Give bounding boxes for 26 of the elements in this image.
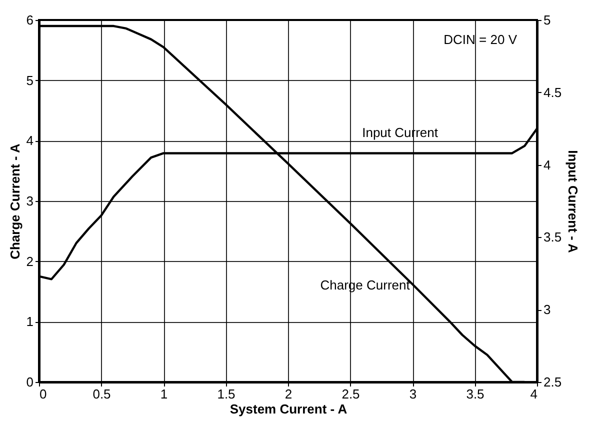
x-tick-label: 3.5: [466, 386, 484, 402]
x-tick-label: 0: [40, 386, 47, 402]
y2-tick-label: 5: [544, 12, 551, 28]
y-tick-label: 3: [26, 194, 34, 208]
x-axis-title: System Current - A: [230, 402, 348, 416]
annotation: DCIN = 20 V: [444, 32, 518, 47]
x-tick-label: 1: [160, 386, 168, 402]
x-tick-label: 2.5: [342, 386, 360, 402]
y2-tick-label: 4: [544, 157, 551, 172]
y-tick-label: 5: [26, 72, 34, 88]
y-tick-label: 2: [26, 254, 34, 269]
x-tick-label: 0.5: [92, 386, 111, 402]
x-tick-label: 2: [284, 386, 292, 402]
y-tick-label: 1: [26, 314, 34, 330]
x-tick-label: 1.5: [217, 386, 236, 402]
y2-axis-title: Input Current - A: [566, 150, 581, 254]
y2-tick-label: 2.5: [544, 374, 562, 390]
y-axis-title: Charge Current - A: [7, 142, 22, 260]
y2-tick-label: 3: [544, 302, 551, 318]
x-tick-label: 4: [530, 386, 538, 402]
y-tick-label: 6: [26, 12, 34, 28]
y2-tick-label: 3.5: [544, 230, 562, 245]
y-tick-label: 0: [26, 374, 34, 390]
x-tick-label: 3: [409, 386, 417, 402]
y2-tick-label: 4.5: [544, 84, 562, 100]
y-tick-label: 4: [26, 133, 34, 148]
